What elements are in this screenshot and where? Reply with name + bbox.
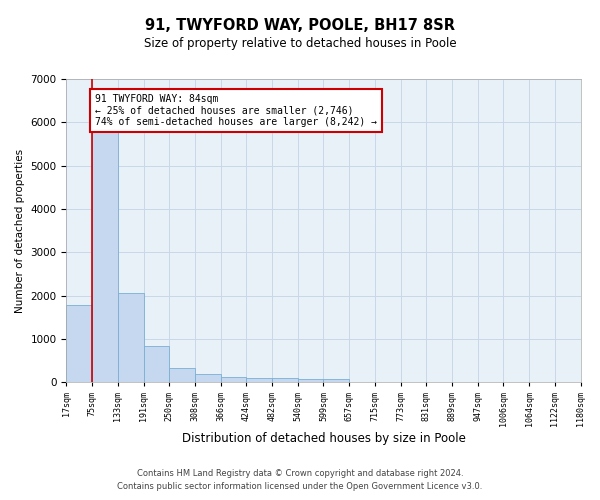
- Bar: [143, 346, 169, 382]
- Text: 91, TWYFORD WAY, POOLE, BH17 8SR: 91, TWYFORD WAY, POOLE, BH17 8SR: [145, 18, 455, 32]
- Bar: [169, 368, 195, 382]
- Bar: [272, 378, 298, 382]
- Bar: [92, 131, 118, 382]
- Text: Contains public sector information licensed under the Open Government Licence v3: Contains public sector information licen…: [118, 482, 482, 491]
- Y-axis label: Number of detached properties: Number of detached properties: [15, 148, 25, 313]
- Bar: [247, 378, 272, 382]
- Bar: [67, 306, 92, 382]
- Text: Contains HM Land Registry data © Crown copyright and database right 2024.: Contains HM Land Registry data © Crown c…: [137, 468, 463, 477]
- Bar: [323, 379, 349, 382]
- Bar: [221, 377, 247, 382]
- Bar: [118, 293, 143, 382]
- X-axis label: Distribution of detached houses by size in Poole: Distribution of detached houses by size …: [182, 432, 466, 445]
- Bar: [195, 374, 221, 382]
- Text: 91 TWYFORD WAY: 84sqm
← 25% of detached houses are smaller (2,746)
74% of semi-d: 91 TWYFORD WAY: 84sqm ← 25% of detached …: [95, 94, 377, 128]
- Text: Size of property relative to detached houses in Poole: Size of property relative to detached ho…: [143, 38, 457, 51]
- Bar: [298, 379, 323, 382]
